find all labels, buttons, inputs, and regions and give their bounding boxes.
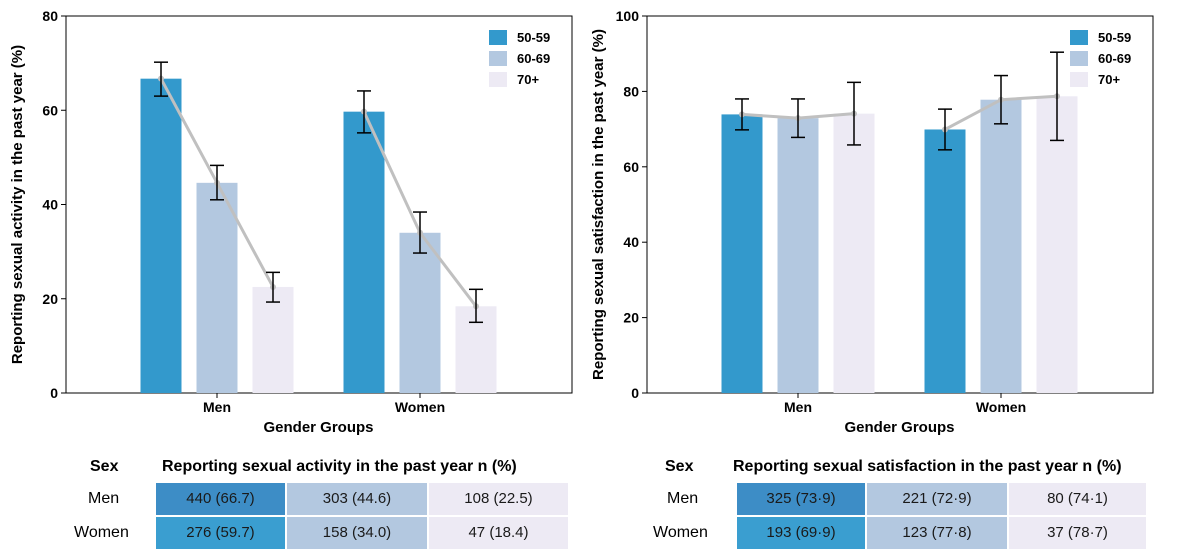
- legend-swatch: [1070, 51, 1088, 66]
- legend-swatch: [1070, 72, 1088, 87]
- chart-1: 0 20 40 60 80 Men Women 50-59 60-69 70+ Gender Gro…: [9, 8, 573, 436]
- chart-2: 0 20 40 60 80 100 Men Women 50-59 60-69 70+ Gender …: [590, 8, 1154, 436]
- table-sex-header: Sex: [665, 458, 694, 475]
- x-axis-title: Gender Groups: [263, 419, 373, 436]
- table-cell-women-60-69: 123 (77·8): [867, 517, 1007, 549]
- y-tick-label: 100: [616, 8, 640, 24]
- table-cell-men-50-59: 440 (66.7): [156, 483, 285, 515]
- y-tick-label: 0: [631, 385, 639, 401]
- legend-swatch: [489, 51, 507, 66]
- legend-label: 50-59: [1098, 30, 1131, 45]
- table-sex-header: Sex: [90, 458, 119, 475]
- plot-frame: [646, 15, 1154, 394]
- table-cell-men-70plus: 80 (74·1): [1009, 483, 1146, 515]
- bar: [196, 182, 238, 393]
- bar: [721, 114, 763, 393]
- legend-label: 60-69: [1098, 51, 1131, 66]
- table-title: Reporting sexual satisfaction in the pas…: [733, 458, 1122, 475]
- bar: [1036, 96, 1078, 394]
- x-tick-label: Men: [784, 399, 812, 415]
- table-cell-women-60-69: 158 (34.0): [287, 517, 427, 549]
- table-row-label-women: Women: [653, 524, 708, 541]
- legend-swatch: [489, 72, 507, 87]
- table-row-label-men: Men: [88, 490, 120, 507]
- x-tick-label: Women: [976, 399, 1026, 415]
- legend-swatch: [1070, 30, 1088, 45]
- y-tick-label: 0: [50, 385, 58, 401]
- y-axis-title: Reporting sexual activity in the past ye…: [9, 45, 26, 364]
- legend-label: 50-59: [517, 30, 550, 45]
- table-cell-women-50-59: 276 (59.7): [156, 517, 285, 549]
- x-tick-label: Men: [203, 399, 231, 415]
- table-cell-women-70plus: 37 (78·7): [1009, 517, 1146, 549]
- activity-table: Sex Reporting sexual activity in the pas…: [0, 450, 590, 549]
- table-cell-men-70plus: 108 (22.5): [429, 483, 568, 515]
- table-row-label-women: Women: [74, 524, 129, 541]
- legend-label: 70+: [1098, 72, 1120, 87]
- bar: [399, 232, 441, 393]
- x-axis-title: Gender Groups: [844, 419, 954, 436]
- y-tick-label: 20: [42, 291, 58, 307]
- table-cell-women-70plus: 47 (18.4): [429, 517, 568, 549]
- bar: [343, 111, 385, 393]
- y-tick-label: 80: [623, 83, 639, 99]
- bar: [833, 113, 875, 393]
- y-tick-label: 60: [42, 102, 58, 118]
- bar: [140, 78, 182, 394]
- y-tick-label: 60: [623, 159, 639, 175]
- table-title: Reporting sexual activity in the past ye…: [162, 458, 517, 475]
- bar: [777, 118, 819, 394]
- table-cell-men-60-69: 303 (44.6): [287, 483, 427, 515]
- y-tick-label: 40: [623, 234, 639, 250]
- satisfaction-table: Sex Reporting sexual satisfaction in the…: [590, 450, 1181, 549]
- bar: [980, 99, 1022, 393]
- y-tick-label: 20: [623, 310, 639, 326]
- legend-swatch: [489, 30, 507, 45]
- bar: [924, 129, 966, 394]
- y-tick-label: 80: [42, 8, 58, 24]
- y-tick-label: 40: [42, 197, 58, 213]
- legend-label: 60-69: [517, 51, 550, 66]
- legend-label: 70+: [517, 72, 539, 87]
- table-cell-men-50-59: 325 (73·9): [737, 483, 865, 515]
- table-row-label-men: Men: [667, 490, 699, 507]
- table-cell-men-60-69: 221 (72·9): [867, 483, 1007, 515]
- x-tick-label: Women: [395, 399, 445, 415]
- table-cell-women-50-59: 193 (69·9): [737, 517, 865, 549]
- bar: [252, 286, 294, 393]
- y-axis-title: Reporting sexual satisfaction in the pas…: [590, 29, 607, 380]
